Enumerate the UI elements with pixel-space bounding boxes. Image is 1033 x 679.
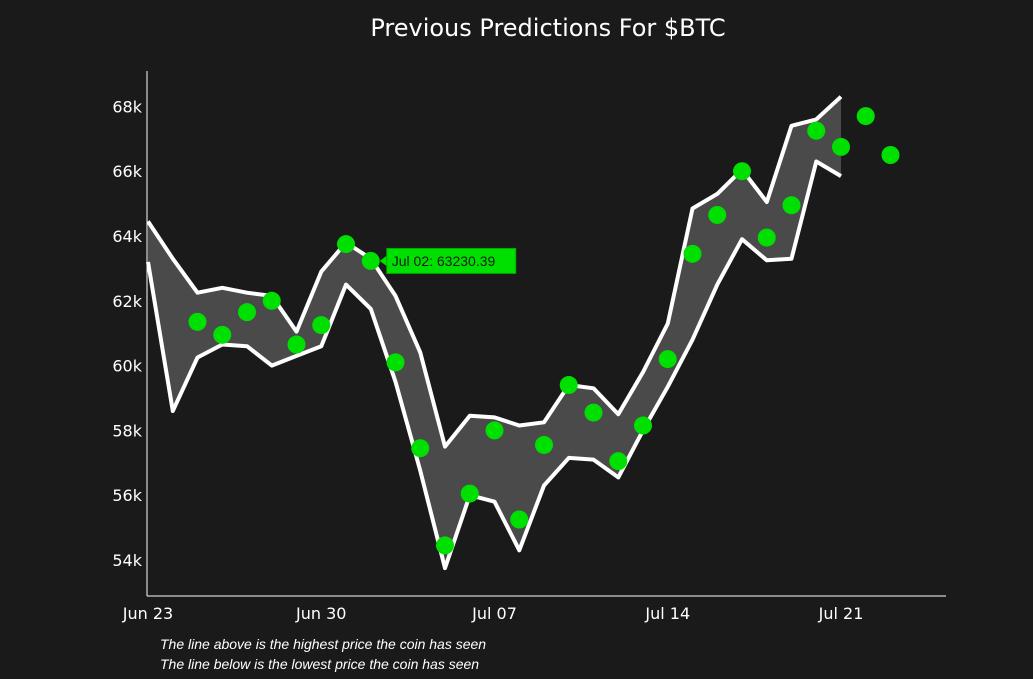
x-tick-label: Jul 21 [818, 604, 864, 623]
prediction-point[interactable] [708, 205, 727, 224]
prediction-point[interactable] [436, 536, 454, 555]
prediction-point[interactable] [757, 228, 776, 247]
prediction-point[interactable] [262, 291, 281, 310]
prediction-point[interactable] [782, 196, 801, 215]
prediction-points [188, 107, 900, 555]
y-tick-label: 54k [112, 551, 142, 570]
chart-title: Previous Predictions For $BTC [370, 14, 726, 42]
prediction-point[interactable] [188, 312, 207, 331]
low-line-note: The line below is the lowest price the c… [160, 656, 480, 672]
prediction-point[interactable] [881, 146, 900, 164]
tooltip-arrow [379, 254, 388, 267]
x-tick-label: Jul 07 [471, 604, 517, 623]
tooltip-text: Jul 02: 63230.39 [392, 253, 496, 269]
high-line [146, 95, 843, 449]
high-low-band [148, 96, 841, 569]
tooltip-box [386, 247, 517, 274]
x-tick-label: Jun 23 [122, 604, 173, 623]
y-tick-label: 56k [112, 486, 142, 505]
y-tick-label: 62k [112, 292, 142, 311]
prediction-point[interactable] [535, 435, 553, 454]
y-tick-labels: 54k 56k 58k 60k 62k 64k 66k 68k [112, 97, 142, 570]
x-tick-label: Jun 30 [295, 604, 346, 623]
prediction-point[interactable] [733, 162, 751, 181]
prediction-point[interactable] [832, 137, 850, 156]
prediction-point[interactable] [807, 121, 826, 140]
y-tick-label: 66k [112, 162, 142, 181]
high-line-note: The line above is the highest price the … [160, 636, 487, 652]
prediction-point[interactable] [584, 403, 603, 422]
prediction-point[interactable] [460, 484, 479, 503]
prediction-point[interactable] [213, 325, 232, 344]
y-tick-label: 68k [112, 97, 142, 116]
prediction-point[interactable] [510, 510, 529, 529]
prediction-point[interactable] [361, 251, 380, 270]
x-tick-label: Jul 14 [644, 604, 690, 623]
prediction-point[interactable] [634, 416, 652, 435]
y-tick-label: 64k [112, 227, 142, 246]
prediction-point[interactable] [386, 353, 405, 372]
prediction-point[interactable] [658, 350, 677, 369]
prediction-point[interactable] [856, 107, 875, 126]
prediction-point[interactable] [287, 335, 306, 354]
x-tick-labels: Jun 23 Jun 30 Jul 07 Jul 14 Jul 21 [122, 604, 864, 623]
prediction-point[interactable] [312, 316, 331, 335]
prediction-point[interactable] [337, 235, 355, 254]
prediction-point[interactable] [559, 376, 578, 395]
point-tooltip: Jul 02: 63230.39 [379, 247, 517, 274]
low-line [146, 159, 843, 571]
prediction-point[interactable] [609, 452, 628, 471]
y-tick-label: 60k [112, 357, 142, 376]
prediction-point[interactable] [411, 439, 430, 458]
prediction-point[interactable] [683, 244, 702, 263]
prediction-point[interactable] [485, 421, 504, 440]
prediction-point[interactable] [238, 303, 256, 322]
y-tick-label: 58k [112, 421, 142, 440]
